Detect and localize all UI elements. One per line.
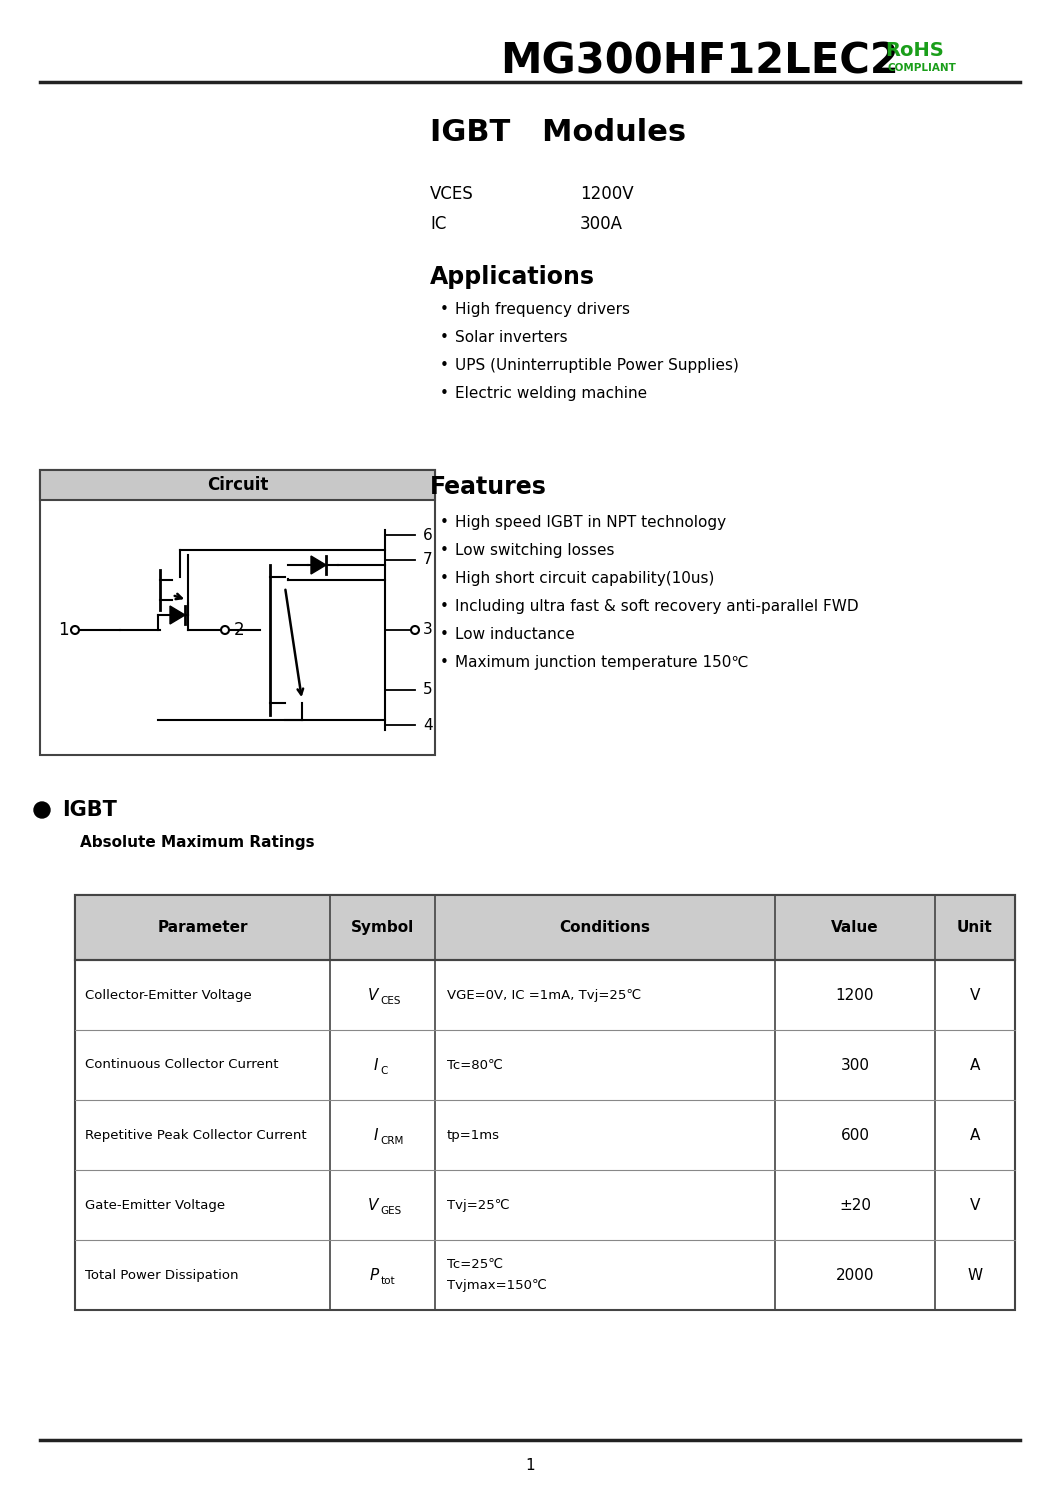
Text: V: V — [368, 1197, 378, 1212]
Text: Tc=80℃: Tc=80℃ — [447, 1059, 502, 1071]
Text: Value: Value — [831, 920, 879, 935]
Text: 1: 1 — [57, 622, 68, 640]
Text: Tc=25℃: Tc=25℃ — [447, 1257, 504, 1270]
Text: Repetitive Peak Collector Current: Repetitive Peak Collector Current — [85, 1128, 306, 1141]
Text: •: • — [440, 303, 448, 318]
Text: 6: 6 — [423, 527, 432, 542]
Text: Symbol: Symbol — [351, 920, 414, 935]
Text: 3: 3 — [423, 623, 432, 638]
Text: RoHS: RoHS — [885, 40, 943, 60]
Text: 7: 7 — [423, 553, 432, 568]
Text: 4: 4 — [423, 718, 432, 733]
Text: IGBT   Modules: IGBT Modules — [430, 118, 686, 147]
Text: High speed IGBT in NPT technology: High speed IGBT in NPT technology — [455, 515, 726, 530]
Text: Electric welding machine: Electric welding machine — [455, 386, 647, 401]
Text: C: C — [381, 1067, 388, 1076]
Text: •: • — [440, 386, 448, 401]
Polygon shape — [170, 607, 185, 625]
Text: Continuous Collector Current: Continuous Collector Current — [85, 1059, 279, 1071]
Text: •: • — [440, 655, 448, 670]
Text: V: V — [368, 987, 378, 1002]
Text: •: • — [440, 542, 448, 557]
Text: •: • — [440, 515, 448, 530]
Text: GES: GES — [381, 1206, 402, 1216]
Text: Unit: Unit — [957, 920, 993, 935]
Text: Low switching losses: Low switching losses — [455, 542, 615, 557]
Text: •: • — [440, 358, 448, 373]
Text: 300A: 300A — [580, 216, 623, 234]
Text: Including ultra fast & soft recovery anti-parallel FWD: Including ultra fast & soft recovery ant… — [455, 599, 859, 614]
Text: 300: 300 — [841, 1058, 869, 1073]
Text: •: • — [440, 599, 448, 614]
Text: IGBT: IGBT — [61, 800, 117, 819]
Text: 1200: 1200 — [835, 987, 874, 1002]
Text: Parameter: Parameter — [157, 920, 248, 935]
Text: Collector-Emitter Voltage: Collector-Emitter Voltage — [85, 989, 252, 1002]
FancyBboxPatch shape — [40, 470, 435, 755]
Text: Tvj=25℃: Tvj=25℃ — [447, 1198, 510, 1212]
Text: Tvjmax=150℃: Tvjmax=150℃ — [447, 1279, 547, 1293]
Text: CES: CES — [381, 996, 401, 1007]
Text: I: I — [374, 1058, 378, 1073]
FancyBboxPatch shape — [75, 894, 1015, 960]
Text: Circuit: Circuit — [207, 476, 268, 494]
Text: I: I — [374, 1128, 378, 1143]
Text: VGE=0V, IC =1mA, Tvj=25℃: VGE=0V, IC =1mA, Tvj=25℃ — [447, 989, 641, 1002]
Text: •: • — [440, 628, 448, 643]
Text: tp=1ms: tp=1ms — [447, 1128, 500, 1141]
FancyBboxPatch shape — [40, 470, 435, 500]
Text: High frequency drivers: High frequency drivers — [455, 303, 630, 318]
Text: 1200V: 1200V — [580, 184, 634, 204]
Text: 5: 5 — [423, 683, 432, 698]
Text: Total Power Dissipation: Total Power Dissipation — [85, 1269, 238, 1281]
Text: Features: Features — [430, 475, 547, 499]
Text: VCES: VCES — [430, 184, 474, 204]
Text: MG300HF12LEC2: MG300HF12LEC2 — [500, 40, 899, 82]
Text: 2000: 2000 — [835, 1267, 874, 1282]
Circle shape — [34, 801, 50, 818]
Text: Maximum junction temperature 150℃: Maximum junction temperature 150℃ — [455, 655, 748, 670]
Text: •: • — [440, 330, 448, 345]
Text: 600: 600 — [841, 1128, 869, 1143]
Text: COMPLIANT: COMPLIANT — [887, 63, 956, 73]
Text: CRM: CRM — [381, 1135, 404, 1146]
Text: High short circuit capability(10us): High short circuit capability(10us) — [455, 571, 714, 586]
Text: Applications: Applications — [430, 265, 595, 289]
Text: ±20: ±20 — [840, 1197, 871, 1212]
Text: Low inductance: Low inductance — [455, 628, 575, 643]
Text: Solar inverters: Solar inverters — [455, 330, 567, 345]
Text: UPS (Uninterruptible Power Supplies): UPS (Uninterruptible Power Supplies) — [455, 358, 739, 373]
Text: 1: 1 — [525, 1458, 535, 1473]
Text: •: • — [440, 571, 448, 586]
Text: Absolute Maximum Ratings: Absolute Maximum Ratings — [80, 834, 315, 849]
Text: V: V — [970, 1197, 981, 1212]
Text: IC: IC — [430, 216, 446, 234]
Text: A: A — [970, 1128, 981, 1143]
Text: A: A — [970, 1058, 981, 1073]
Polygon shape — [311, 556, 326, 574]
Text: P: P — [369, 1267, 378, 1282]
Text: W: W — [968, 1267, 983, 1282]
Text: 2: 2 — [233, 622, 244, 640]
FancyBboxPatch shape — [75, 894, 1015, 1309]
Text: Conditions: Conditions — [560, 920, 651, 935]
Text: V: V — [970, 987, 981, 1002]
FancyBboxPatch shape — [40, 88, 430, 407]
Text: Gate-Emitter Voltage: Gate-Emitter Voltage — [85, 1198, 225, 1212]
Text: tot: tot — [381, 1276, 395, 1285]
